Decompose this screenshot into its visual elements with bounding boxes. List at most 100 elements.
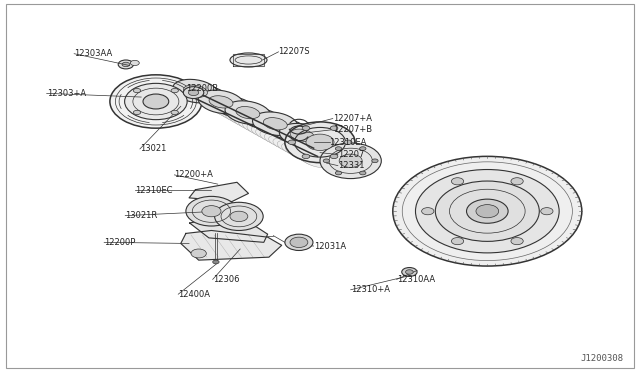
Ellipse shape bbox=[189, 86, 228, 106]
Circle shape bbox=[344, 140, 352, 144]
Ellipse shape bbox=[225, 111, 257, 125]
Polygon shape bbox=[180, 231, 282, 260]
Ellipse shape bbox=[178, 84, 209, 99]
Text: 12331: 12331 bbox=[338, 161, 364, 170]
Circle shape bbox=[202, 206, 221, 217]
Circle shape bbox=[118, 60, 134, 69]
Ellipse shape bbox=[184, 85, 207, 97]
Ellipse shape bbox=[186, 89, 218, 103]
Circle shape bbox=[306, 134, 334, 150]
Text: 12200B: 12200B bbox=[186, 84, 218, 93]
Ellipse shape bbox=[247, 123, 278, 138]
Circle shape bbox=[122, 62, 130, 67]
Ellipse shape bbox=[290, 129, 314, 141]
Text: 13021: 13021 bbox=[140, 144, 166, 153]
Ellipse shape bbox=[252, 126, 283, 140]
Ellipse shape bbox=[173, 79, 218, 103]
Text: 12310EC: 12310EC bbox=[135, 186, 172, 195]
Ellipse shape bbox=[195, 94, 227, 108]
Circle shape bbox=[131, 60, 140, 65]
Circle shape bbox=[133, 110, 141, 115]
Ellipse shape bbox=[209, 96, 233, 108]
Ellipse shape bbox=[273, 138, 305, 152]
Ellipse shape bbox=[173, 82, 205, 96]
Ellipse shape bbox=[225, 101, 271, 124]
Ellipse shape bbox=[230, 53, 267, 67]
Ellipse shape bbox=[221, 109, 252, 123]
Ellipse shape bbox=[198, 90, 244, 114]
Circle shape bbox=[320, 143, 381, 179]
Ellipse shape bbox=[294, 150, 326, 164]
Ellipse shape bbox=[269, 135, 300, 150]
Ellipse shape bbox=[191, 92, 222, 106]
Polygon shape bbox=[189, 182, 248, 202]
Ellipse shape bbox=[263, 118, 287, 130]
Ellipse shape bbox=[260, 131, 291, 145]
Ellipse shape bbox=[253, 112, 298, 135]
Ellipse shape bbox=[199, 96, 231, 111]
Ellipse shape bbox=[208, 101, 239, 116]
Circle shape bbox=[476, 205, 499, 218]
Circle shape bbox=[330, 154, 338, 158]
Ellipse shape bbox=[286, 145, 317, 160]
Circle shape bbox=[290, 237, 308, 247]
Circle shape bbox=[360, 147, 366, 150]
Ellipse shape bbox=[299, 153, 330, 167]
Ellipse shape bbox=[264, 133, 296, 147]
Circle shape bbox=[435, 181, 540, 241]
Ellipse shape bbox=[217, 106, 248, 121]
Ellipse shape bbox=[242, 108, 281, 129]
Text: J1200308: J1200308 bbox=[580, 354, 623, 363]
Ellipse shape bbox=[255, 128, 287, 142]
Circle shape bbox=[125, 83, 187, 120]
Circle shape bbox=[511, 238, 524, 245]
Circle shape bbox=[467, 199, 508, 223]
Circle shape bbox=[330, 126, 338, 130]
Text: 12207+B: 12207+B bbox=[333, 125, 372, 134]
Circle shape bbox=[402, 267, 417, 276]
Text: 12303AA: 12303AA bbox=[74, 49, 113, 58]
Circle shape bbox=[451, 238, 464, 245]
Circle shape bbox=[143, 94, 169, 109]
Circle shape bbox=[214, 202, 263, 231]
Circle shape bbox=[230, 211, 248, 222]
Circle shape bbox=[186, 196, 237, 226]
Text: 12306: 12306 bbox=[212, 275, 239, 284]
Circle shape bbox=[372, 159, 378, 163]
Ellipse shape bbox=[230, 113, 261, 128]
Circle shape bbox=[451, 178, 464, 185]
Ellipse shape bbox=[279, 124, 325, 147]
Ellipse shape bbox=[301, 154, 333, 168]
Ellipse shape bbox=[282, 142, 313, 157]
Circle shape bbox=[171, 89, 179, 93]
Circle shape bbox=[339, 154, 362, 167]
Ellipse shape bbox=[238, 118, 270, 133]
Ellipse shape bbox=[243, 121, 274, 135]
Ellipse shape bbox=[215, 97, 254, 117]
Ellipse shape bbox=[204, 99, 235, 113]
Circle shape bbox=[212, 260, 219, 264]
Text: 12207S: 12207S bbox=[278, 47, 310, 56]
Circle shape bbox=[285, 122, 355, 163]
Circle shape bbox=[302, 126, 310, 130]
Circle shape bbox=[422, 208, 434, 215]
Polygon shape bbox=[189, 220, 268, 242]
Circle shape bbox=[133, 89, 141, 93]
Circle shape bbox=[323, 159, 330, 163]
Circle shape bbox=[393, 156, 582, 266]
Text: 12310AA: 12310AA bbox=[397, 275, 435, 284]
Circle shape bbox=[171, 110, 179, 115]
Ellipse shape bbox=[291, 148, 322, 162]
Ellipse shape bbox=[269, 119, 308, 140]
Circle shape bbox=[335, 171, 342, 175]
Circle shape bbox=[335, 147, 342, 150]
Circle shape bbox=[191, 249, 206, 258]
Text: 12303+A: 12303+A bbox=[47, 89, 86, 98]
Ellipse shape bbox=[277, 140, 308, 154]
Circle shape bbox=[288, 140, 296, 144]
Text: 13021R: 13021R bbox=[125, 211, 157, 220]
Ellipse shape bbox=[182, 87, 214, 101]
Circle shape bbox=[360, 171, 366, 175]
Text: 12207: 12207 bbox=[338, 150, 364, 159]
Ellipse shape bbox=[236, 106, 260, 119]
